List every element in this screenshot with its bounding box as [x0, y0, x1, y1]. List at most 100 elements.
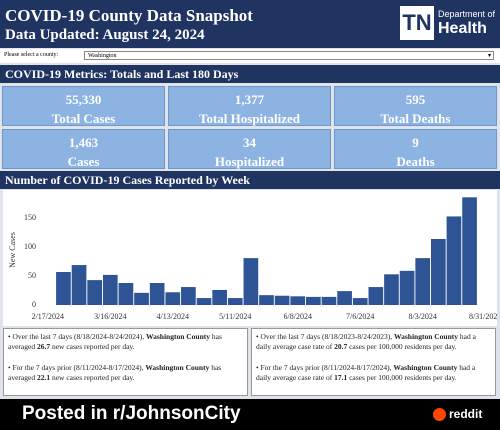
- y-tick-label: 0: [32, 300, 36, 309]
- bar: [259, 295, 274, 305]
- y-tick-label: 50: [28, 271, 36, 280]
- bar: [102, 274, 118, 305]
- note-text: • For the 7 days prior (8/11/2024-8/17/2…: [256, 363, 394, 372]
- y-axis-label: New Cases: [8, 232, 17, 268]
- note-text: 22.1: [36, 373, 51, 382]
- metric-value: 55,330: [65, 92, 102, 107]
- title: COVID-19 County Data Snapshot: [5, 6, 253, 25]
- note-text: • Over the last 7 days (8/18/2024-8/24/2…: [8, 332, 147, 341]
- metric-value: 1,463: [68, 135, 99, 150]
- dropdown-arrow: ▾: [487, 53, 491, 59]
- x-tick-label: 3/16/2024: [94, 312, 126, 321]
- x-tick-label: 2/17/2024: [32, 312, 64, 321]
- metric-label: Total Cases: [51, 111, 116, 126]
- bar: [243, 258, 259, 305]
- selector-row: Please select a county: Washington ▾: [0, 49, 500, 63]
- county-dropdown[interactable]: Washington ▾: [84, 51, 494, 60]
- bar: [87, 280, 103, 305]
- note-text: cases per 100,000 residents per day.: [347, 373, 457, 382]
- dropdown-value: Washington: [88, 53, 117, 59]
- note-text: 17.1: [334, 373, 348, 382]
- y-tick-label: 150: [24, 213, 36, 222]
- metric-label: Hospitalized: [214, 154, 285, 169]
- footer: Posted in r/JohnsonCity reddit: [0, 399, 500, 430]
- subtitle: Data Updated: August 24, 2024: [5, 27, 205, 43]
- metric-label: Total Hospitalized: [198, 111, 300, 126]
- note-text: had a daily average case rate of: [256, 332, 476, 351]
- metric-label: Total Deaths: [380, 111, 451, 126]
- bar: [134, 292, 149, 305]
- note-text: Washington County: [393, 363, 458, 372]
- bar: [462, 197, 477, 305]
- bar: [290, 296, 306, 305]
- y-tick-label: 100: [24, 242, 36, 251]
- note-box: • Over the last 7 days (8/18/2023-8/24/2…: [251, 328, 496, 396]
- metric-label: Deaths: [396, 154, 435, 169]
- header: COVID-19 County Data Snapshot Data Updat…: [0, 0, 500, 48]
- metric-tile: 34 Hospitalized: [168, 129, 331, 169]
- x-tick-label: 4/13/2024: [157, 312, 189, 321]
- bar: [71, 265, 87, 305]
- brand: reddit: [449, 407, 483, 421]
- section-header: Number of COVID-19 Cases Reported by Wee…: [0, 171, 500, 189]
- bar: [430, 239, 446, 305]
- bar: [306, 296, 321, 305]
- note-text: new cases reported per day.: [50, 342, 135, 351]
- bar: [227, 298, 243, 305]
- metric-label: Cases: [67, 154, 100, 169]
- bar: [352, 298, 368, 305]
- metric-tile: 55,330 Total Cases: [2, 86, 165, 126]
- logo-mark: TN: [400, 6, 434, 40]
- x-tick-label: 6/8/2024: [284, 312, 312, 321]
- bar: [274, 295, 290, 305]
- bar: [181, 287, 196, 305]
- selector-label: Please select a county:: [4, 52, 59, 58]
- logo-line: Department of: [438, 9, 496, 19]
- x-tick-label: 5/11/2024: [219, 312, 251, 321]
- note: • Over the last 7 days (8/18/2024-8/24/2…: [8, 332, 243, 352]
- x-tick-label: 7/6/2024: [346, 312, 374, 321]
- bar: [56, 272, 71, 305]
- bar: [368, 287, 384, 305]
- note-text: cases per 100,000 residents per day.: [347, 342, 457, 351]
- metric-value: 34: [243, 135, 256, 150]
- note-box: • Over the last 7 days (8/18/2024-8/24/2…: [3, 328, 248, 396]
- x-tick-label: 8/31/2024: [469, 312, 497, 321]
- note-text: Washington County: [394, 332, 459, 341]
- metric-tile: 1,463 Cases: [2, 129, 165, 169]
- note-text: has averaged: [8, 332, 222, 351]
- note: • Over the last 7 days (8/18/2023-8/24/2…: [256, 332, 491, 352]
- footer-text: Posted in r/JohnsonCity: [22, 403, 241, 424]
- note-text: • Over the last 7 days (8/18/2023-8/24/2…: [256, 332, 395, 341]
- metric-tile: 595 Total Deaths: [334, 86, 497, 126]
- bar: [196, 298, 212, 305]
- note-text: has averaged: [8, 363, 222, 382]
- chart-bg: [3, 190, 497, 326]
- note: • For the 7 days prior (8/11/2024-8/17/2…: [8, 363, 243, 383]
- bar: [212, 289, 227, 305]
- bar: [118, 283, 134, 305]
- metric-value: 9: [412, 135, 419, 150]
- chart: New Cases 0 50 100 150 2/17/2024 3/16/2024 4/1…: [3, 190, 497, 326]
- metric-value: 1,377: [234, 92, 265, 107]
- metric-value: 595: [405, 92, 426, 107]
- note-text: Washington County: [146, 332, 211, 341]
- note: • For the 7 days prior (8/11/2024-8/17/2…: [256, 363, 491, 383]
- bar: [384, 274, 399, 305]
- bar: [415, 258, 431, 305]
- bar: [165, 292, 181, 305]
- note-text: had a daily average case rate of: [256, 363, 476, 382]
- logo-line: Health: [438, 20, 487, 37]
- section-header: COVID-19 Metrics: Totals and Last 180 Da…: [0, 65, 500, 83]
- bar: [399, 270, 415, 305]
- note-text: 20.7: [334, 342, 348, 351]
- metric-tile: 1,377 Total Hospitalized: [168, 86, 331, 126]
- x-tick-label: 8/3/2024: [408, 312, 436, 321]
- bar: [446, 216, 462, 305]
- bar: [337, 291, 352, 305]
- bar: [321, 296, 337, 305]
- reddit-icon: [433, 408, 446, 421]
- note-text: 26.7: [36, 342, 51, 351]
- metric-tile: 9 Deaths: [334, 129, 497, 169]
